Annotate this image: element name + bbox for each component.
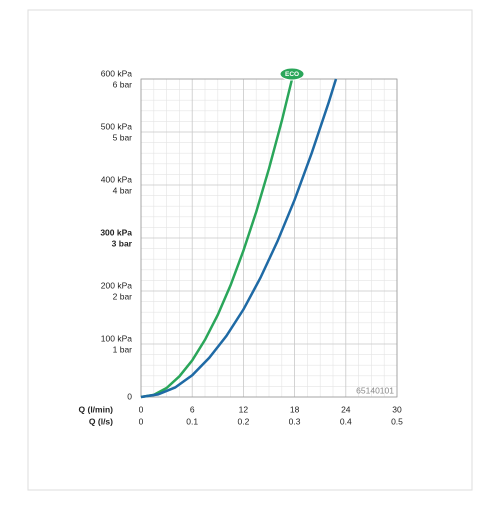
- y-tick-label: 500 kPa: [101, 121, 132, 131]
- x2-tick-label: 0.3: [289, 416, 301, 426]
- curve: [140, 78, 294, 399]
- x2-tick-label: 0.1: [186, 416, 198, 426]
- y-bar-label: 6 bar: [113, 79, 133, 89]
- curve: [140, 78, 338, 399]
- x2-label: Q (l/s): [89, 416, 113, 426]
- y-tick-label: 400 kPa: [101, 174, 132, 184]
- x-tick-label: 6: [190, 404, 195, 414]
- y-bar-label: 1 bar: [113, 344, 133, 354]
- y-tick-label: 300 kPa: [100, 227, 132, 237]
- y-bar-label: 2 bar: [113, 291, 133, 301]
- x2-tick-label: 0.5: [391, 416, 403, 426]
- page-border: [27, 9, 473, 491]
- x-label: Q (l/min): [79, 404, 114, 414]
- x-tick-label: 24: [341, 404, 351, 414]
- y-tick-label: 100 kPa: [101, 333, 132, 343]
- x-tick-label: 0: [139, 404, 144, 414]
- y-tick-label: 200 kPa: [101, 280, 132, 290]
- y-bar-label: 3 bar: [112, 238, 133, 248]
- y-bar-label: 5 bar: [113, 132, 133, 142]
- x2-tick-label: 0.2: [237, 416, 249, 426]
- plot-frame: [140, 78, 398, 398]
- eco-badge-text: ECO: [285, 71, 299, 78]
- x2-tick-label: 0.4: [340, 416, 352, 426]
- x2-tick-label: 0: [139, 416, 144, 426]
- x-tick-label: 12: [239, 404, 249, 414]
- y-tick-label: 0: [127, 391, 132, 401]
- y-tick-label: 600 kPa: [101, 68, 132, 78]
- x-tick-label: 18: [290, 404, 300, 414]
- code-label: 65140101: [356, 385, 394, 395]
- y-bar-label: 4 bar: [113, 185, 133, 195]
- x-tick-label: 30: [392, 404, 402, 414]
- eco-badge: [279, 67, 305, 81]
